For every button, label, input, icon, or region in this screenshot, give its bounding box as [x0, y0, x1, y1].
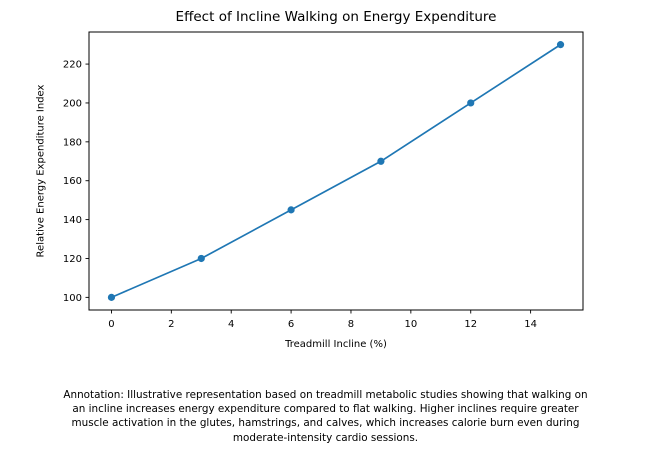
- y-tick-label: 120: [63, 254, 82, 265]
- chart-title: Effect of Incline Walking on Energy Expe…: [175, 9, 497, 25]
- plot-frame: [88, 31, 584, 311]
- x-axis-label: Treadmill Incline (%): [285, 339, 387, 350]
- data-point: [107, 293, 116, 301]
- data-point: [556, 41, 565, 49]
- y-tick-label: 180: [63, 137, 82, 148]
- data-line: [110, 43, 562, 299]
- y-tick-label: 200: [63, 98, 82, 109]
- x-tick-label: 14: [524, 319, 537, 330]
- x-tick-label: 6: [288, 319, 294, 330]
- annotation-line-2: an incline increases energy expenditure …: [72, 403, 579, 416]
- data-point: [287, 206, 295, 214]
- y-tick-label: 100: [63, 293, 82, 304]
- x-tick-label: 2: [168, 319, 174, 330]
- data-point: [467, 99, 475, 107]
- y-tick-label: 140: [63, 215, 82, 226]
- y-tick-label: 160: [63, 176, 82, 187]
- x-tick-label: 4: [228, 319, 234, 330]
- y-tick-label: 220: [63, 60, 82, 71]
- y-axis-label: Relative Energy Expenditure Index: [35, 84, 47, 258]
- x-tick-label: 12: [464, 319, 477, 330]
- data-point: [377, 157, 385, 165]
- x-tick-label: 8: [348, 319, 354, 330]
- annotation-line-1: Annotation: Illustrative representation …: [63, 389, 588, 401]
- data-point: [197, 254, 205, 263]
- annotation-text: Annotation: Illustrative representation …: [0, 388, 651, 445]
- x-tick-label: 0: [108, 319, 114, 330]
- annotation-line-4: moderate-intensity cardio sessions.: [232, 431, 419, 444]
- annotation-line-3: muscle activation in the glutes, hamstri…: [71, 417, 580, 430]
- x-tick-label: 10: [404, 319, 417, 330]
